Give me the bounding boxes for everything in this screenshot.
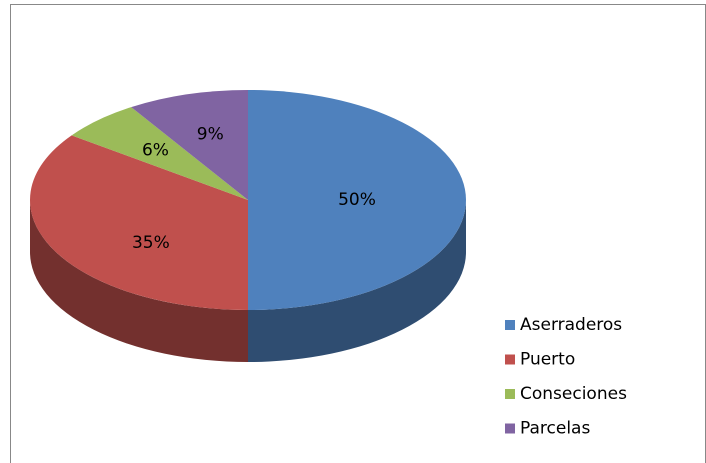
pie-slice [30,135,248,310]
pie-slice [248,90,466,310]
legend-label: Parcelas [520,419,590,439]
pie-slice [131,90,248,200]
pie-slice [71,107,248,200]
legend-label: Conseciones [520,384,627,404]
legend-label: Aserraderos [520,315,622,335]
data-label: 35% [132,233,170,253]
legend-swatch [505,389,515,399]
pie-side [30,200,248,362]
data-label: 50% [338,190,376,210]
legend-swatch [505,354,515,365]
legend-swatch [505,320,515,330]
data-label: 6% [142,140,169,160]
data-label: 9% [197,125,224,145]
legend-label: Puerto [520,350,575,370]
legend-swatch [505,423,515,434]
pie-side [248,200,466,362]
